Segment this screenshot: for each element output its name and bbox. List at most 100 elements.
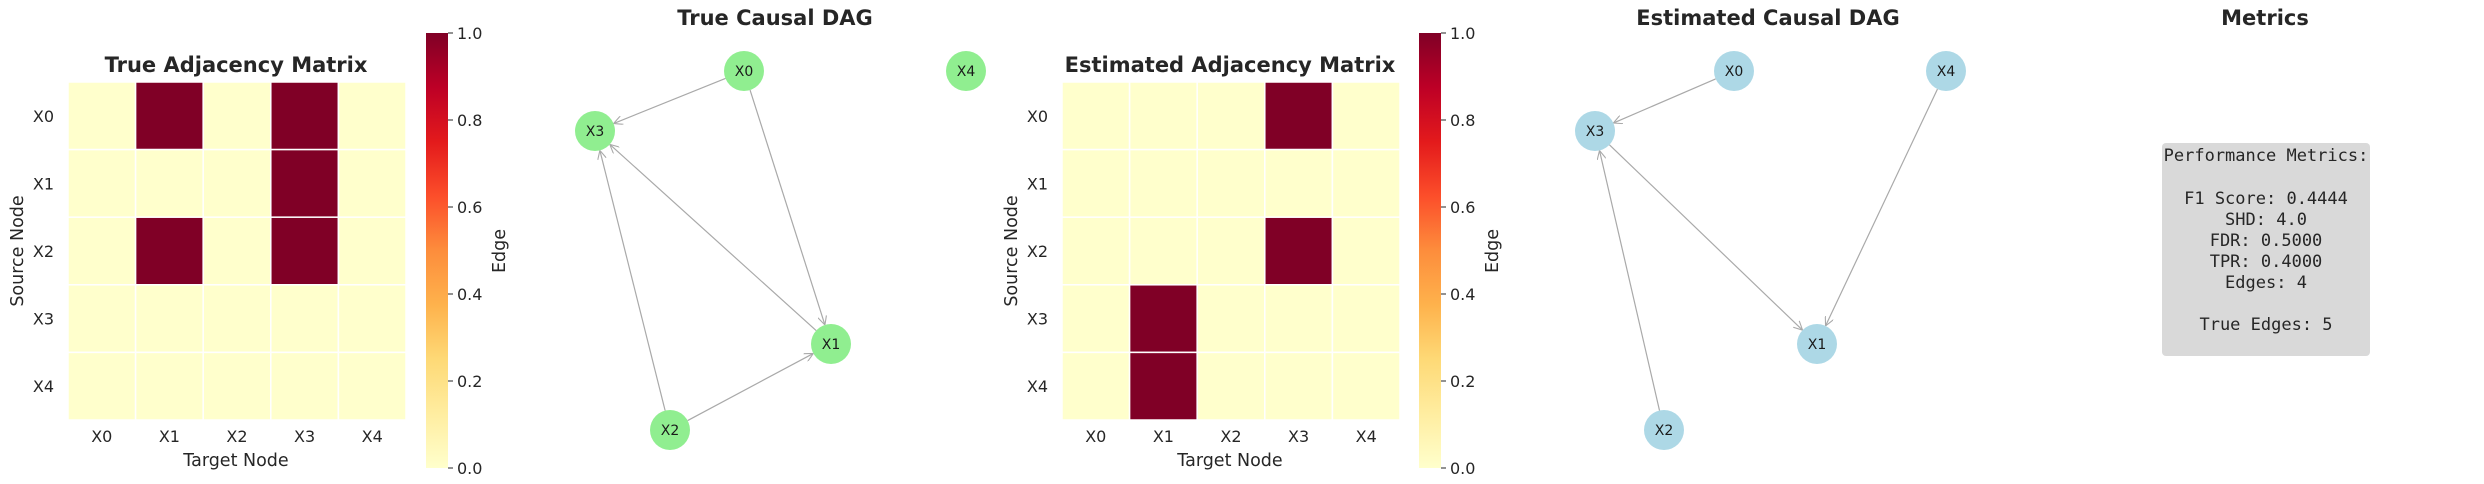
true-adjacency-panel: True Adjacency Matrix X0 X1 X2 X3 X4 X0 X1 X2 X3… — [8, 24, 510, 478]
heatmap-cell — [202, 148, 272, 218]
node-label: X0 — [1725, 64, 1744, 80]
edge-x2-x1 — [687, 353, 814, 422]
true-adjacency-cells — [67, 81, 407, 421]
x-tick-label: X4 — [1356, 427, 1377, 446]
node-x1 — [811, 324, 851, 364]
heatmap-cell — [1128, 351, 1198, 421]
heatmap-cell — [1331, 216, 1401, 286]
heatmap-cell — [202, 351, 272, 421]
heatmap-cell — [1264, 284, 1334, 354]
heatmap-cell — [1196, 351, 1266, 421]
metrics-panel: Metrics Performance Metrics: F1 Score: 0.… — [2162, 6, 2370, 356]
heatmap-cell — [270, 148, 340, 218]
edge-x0-x3 — [614, 77, 726, 123]
heatmap-cell — [1061, 351, 1131, 421]
node-label: X4 — [1937, 64, 1956, 80]
heatmap-cell — [270, 284, 340, 354]
true-dag-panel: True Causal DAG X0 X1 X2 X3 X4 — [575, 6, 986, 450]
heatmap-cell — [1196, 81, 1266, 151]
colorbar-ticks: 0.0 0.2 0.4 0.6 0.8 1.0 — [448, 24, 482, 478]
metrics-box — [2162, 143, 2370, 356]
estimated-adjacency-xlabel: Target Node — [1176, 451, 1282, 471]
heatmap-cell — [337, 81, 407, 151]
heatmap-cell — [202, 81, 272, 151]
node-x0 — [724, 51, 764, 91]
colorbar-tick-label: 1.0 — [1450, 24, 1475, 43]
edge-x0-x1 — [749, 89, 825, 325]
node-label: X1 — [822, 337, 841, 353]
colorbar-tick-label: 0.6 — [457, 198, 482, 217]
heatmap-cell — [134, 284, 204, 354]
heatmap-cell — [1196, 148, 1266, 218]
y-tick-label: X4 — [1027, 377, 1048, 396]
node-label: X3 — [586, 124, 605, 140]
heatmap-cell — [1331, 284, 1401, 354]
metric-row: FDR: 0.5000 — [2210, 231, 2323, 251]
colorbar-tick-label: 1.0 — [457, 24, 482, 43]
edge-x1-x3 — [610, 144, 817, 332]
y-tick-label: X3 — [1027, 310, 1048, 329]
heatmap-cell — [1061, 216, 1131, 286]
estimated-adjacency-ticks: X0 X1 X2 X3 X4 X0 X1 X2 X3 X4 — [1027, 107, 1377, 446]
y-tick-label: X1 — [33, 174, 54, 193]
colorbar-ticks: 0.0 0.2 0.4 0.6 0.8 1.0 — [1441, 24, 1475, 478]
heatmap-cell — [337, 351, 407, 421]
metric-row: Edges: 4 — [2225, 273, 2307, 293]
x-tick-label: X2 — [1220, 427, 1241, 446]
estimated-adjacency-panel: Estimated Adjacency Matrix X0 X1 X2 X3 X4X0X… — [1002, 24, 1503, 478]
true-adjacency-colorbar: 0.0 0.2 0.4 0.6 0.8 1.0 Edge — [426, 24, 510, 478]
edge-x3-x1 — [1609, 144, 1802, 330]
estimated-dag-title: Estimated Causal DAG — [1636, 6, 1899, 30]
true-adjacency-xlabel: Target Node — [182, 451, 288, 471]
heatmap-cell — [1128, 81, 1198, 151]
colorbar-tick-label: 0.2 — [457, 372, 482, 391]
heatmap-cell — [1061, 81, 1131, 151]
heatmap-cell — [270, 351, 340, 421]
x-tick-label: X0 — [91, 427, 112, 446]
edge-x2-x3 — [600, 150, 666, 411]
x-tick-label: X1 — [1153, 427, 1174, 446]
node-label: X2 — [1655, 423, 1674, 439]
y-tick-label: X1 — [1027, 174, 1048, 193]
heatmap-cell — [67, 148, 137, 218]
y-tick-label: X0 — [1027, 107, 1048, 126]
edge-x4-x1 — [1826, 88, 1938, 326]
node-x1 — [1797, 324, 1837, 364]
colorbar-label: Edge — [1483, 229, 1503, 273]
y-tick-label: X2 — [33, 242, 54, 261]
heatmap-cell — [1331, 351, 1401, 421]
heatmap-cell — [337, 284, 407, 354]
heatmap-cell — [134, 216, 204, 286]
true-dag-edges — [600, 77, 825, 422]
heatmap-cell — [202, 216, 272, 286]
heatmap-cell — [1331, 148, 1401, 218]
node-x3 — [575, 111, 615, 151]
metrics-text: Performance Metrics: F1 Score: 0.4444SHD:… — [2164, 146, 2369, 335]
metrics-title: Metrics — [2221, 6, 2309, 30]
colorbar-label: Edge — [490, 229, 510, 273]
true-adjacency-ylabel: Source Node — [8, 195, 28, 306]
estimated-adjacency-cells — [1061, 81, 1401, 421]
heatmap-cell — [270, 216, 340, 286]
heatmap-cell — [1331, 81, 1401, 151]
node-x4 — [1926, 51, 1966, 91]
heatmap-cell — [202, 284, 272, 354]
heatmap-cell — [1264, 81, 1334, 151]
heatmap-cell — [1061, 284, 1131, 354]
node-x0 — [1714, 51, 1754, 91]
node-x3 — [1575, 111, 1615, 151]
node-x4 — [946, 51, 986, 91]
x-tick-label: X2 — [226, 427, 247, 446]
heatmap-cell — [134, 351, 204, 421]
heatmap-cell — [1128, 148, 1198, 218]
heatmap-cell — [1196, 284, 1266, 354]
estimated-dag-panel: Estimated Causal DAG X0 X1 X2 X3 X4 — [1575, 6, 1966, 450]
colorbar-tick-label: 0.0 — [1450, 459, 1475, 478]
heatmap-cell — [337, 216, 407, 286]
y-tick-label: X0 — [33, 107, 54, 126]
estimated-adjacency-title: Estimated Adjacency Matrix — [1065, 53, 1396, 77]
heatmap-cell — [1264, 351, 1334, 421]
x-tick-label: X4 — [362, 427, 383, 446]
colorbar-gradient — [426, 33, 448, 468]
